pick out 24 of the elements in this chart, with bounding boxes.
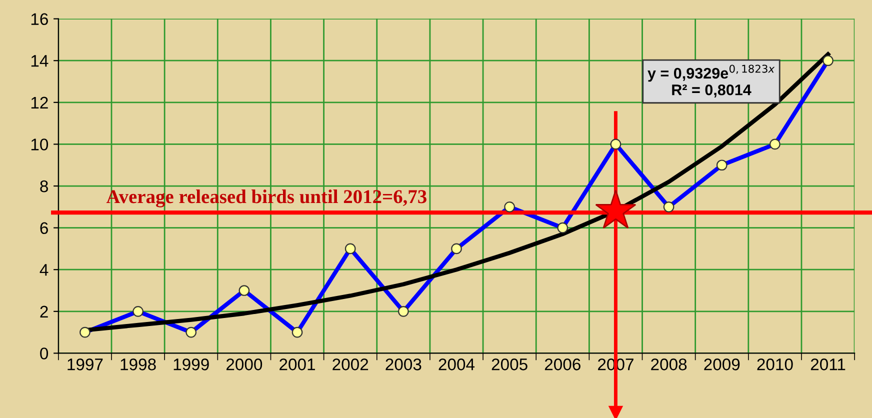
annotation: y = 0,9329e$^{0,1823x}$ R² = 0,8014 <box>648 64 775 98</box>
x-tick-label: 2003 <box>386 358 422 370</box>
y-tick-label: 12 <box>31 96 48 108</box>
x-tick-label: 1997 <box>68 358 103 370</box>
y-tick-label: 0 <box>40 348 48 360</box>
y-tick-label: 2 <box>40 306 48 318</box>
x-tick-label: 2011 <box>810 358 846 370</box>
y-tick-label: 16 <box>31 13 48 26</box>
x-tick-label: 2002 <box>332 358 368 370</box>
x-tick-label: 2009 <box>704 358 740 370</box>
x-tick-label: 2008 <box>651 358 687 370</box>
x-tick-label: 2006 <box>544 358 580 370</box>
x-tick-label: 1998 <box>120 358 156 370</box>
x-tick-label: 1999 <box>174 358 209 370</box>
y-tick-label: 10 <box>31 138 48 150</box>
x-tick-label: 2004 <box>438 358 475 370</box>
y-tick-label: 4 <box>40 264 48 276</box>
x-tick-label: 2001 <box>280 358 315 370</box>
x-tick-label: 2010 <box>757 358 793 370</box>
x-tick-label: 2000 <box>226 358 262 370</box>
y-tick-label: 6 <box>40 222 48 234</box>
x-tick-label: 2005 <box>492 358 528 370</box>
y-tick-label: 8 <box>40 180 48 192</box>
y-tick-label: 14 <box>31 55 48 67</box>
